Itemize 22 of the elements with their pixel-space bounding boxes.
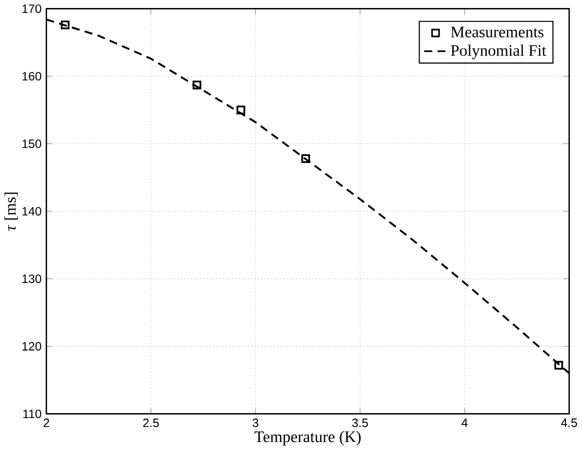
point	[60, 20, 70, 30]
y-tick-label: 120	[22, 342, 42, 351]
legend-label: Measurements	[450, 26, 544, 38]
y-tick-label: 110	[23, 410, 42, 418]
x-tick-label: 4.5	[561, 418, 578, 427]
y-tick-label: 170	[22, 4, 42, 14]
y-tick-label: 150	[22, 140, 42, 148]
x-tick-label: 2.5	[143, 418, 159, 428]
point	[192, 80, 202, 90]
x-tick-label: 3	[252, 418, 258, 428]
x-tick-label: 2	[44, 418, 50, 427]
y-tick-label: 130	[22, 274, 42, 284]
point	[236, 106, 246, 114]
x-axis-title: Temperature (K)	[254, 430, 361, 446]
y-tick-label: 140	[22, 207, 42, 216]
point	[554, 360, 564, 370]
x-tick-label: 4	[462, 418, 468, 427]
y-axis-title: τ [ms]	[4, 192, 18, 231]
x-tick-label: 3.5	[352, 418, 368, 428]
point	[301, 154, 310, 163]
legend-label: Polynomial Fit	[450, 44, 546, 60]
y-tick-label: 160	[22, 72, 42, 81]
